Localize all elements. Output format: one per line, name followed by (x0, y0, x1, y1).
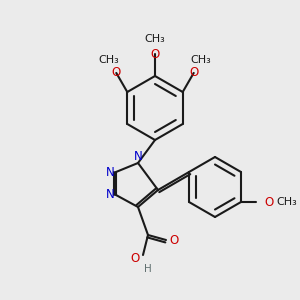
Text: CH₃: CH₃ (191, 55, 212, 65)
Text: O: O (150, 47, 160, 61)
Text: O: O (112, 66, 121, 80)
Text: H: H (144, 264, 152, 274)
Text: O: O (130, 253, 140, 266)
Text: CH₃: CH₃ (145, 34, 165, 44)
Text: N: N (106, 188, 114, 202)
Text: O: O (189, 66, 198, 80)
Text: CH₃: CH₃ (277, 197, 297, 207)
Text: N: N (106, 166, 114, 178)
Text: O: O (264, 196, 274, 208)
Text: N: N (134, 151, 142, 164)
Text: CH₃: CH₃ (98, 55, 119, 65)
Text: O: O (169, 233, 178, 247)
